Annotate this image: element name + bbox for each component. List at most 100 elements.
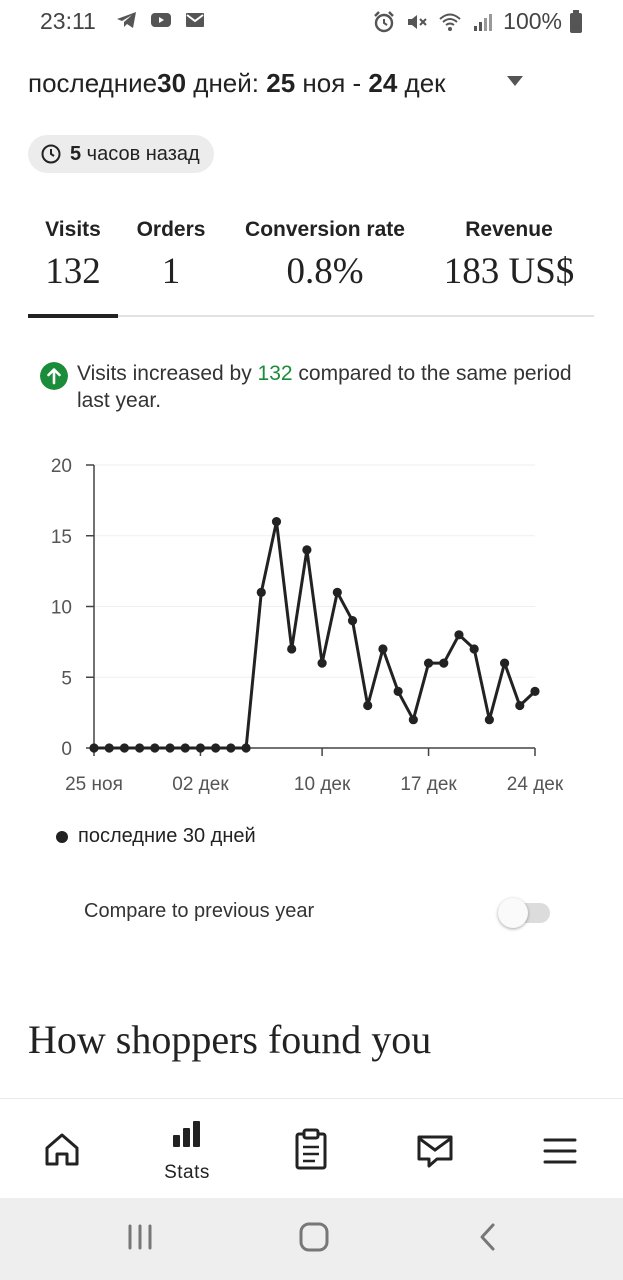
metric-label: Orders (136, 218, 206, 241)
orders-icon (295, 1128, 327, 1170)
visits-line-chart: 0 5 10 15 20 25 ноя 02 дек 10 дек 17 дек 24 дек (51, 456, 564, 795)
chart-legend: последние 30 дней (56, 825, 256, 848)
system-nav-bar (0, 1198, 623, 1280)
status-system-icons: 100% (371, 8, 583, 35)
status-notification-icons (114, 8, 208, 32)
last-updated-badge: 5 часов назад (28, 135, 214, 173)
mail-icon (186, 13, 204, 27)
date-range-middle: дней: (186, 68, 267, 98)
y-tick-label: 20 (51, 456, 72, 477)
data-point (423, 658, 434, 668)
data-point (332, 587, 342, 597)
chevron-down-icon[interactable] (507, 76, 523, 86)
visits-chart: 0 5 10 15 20 25 ноя 02 дек 10 дек 17 дек 24 дек (30, 445, 590, 805)
data-point (241, 743, 251, 753)
last-updated-text: часов назад (81, 142, 200, 165)
section-title: How shoppers found you (28, 1017, 432, 1062)
data-point (515, 700, 525, 711)
metric-label: Revenue (465, 218, 553, 241)
x-tick-label: 02 дек (172, 774, 229, 795)
clock-icon (41, 144, 61, 164)
data-point (317, 658, 327, 668)
y-tick-label: 5 (61, 668, 72, 689)
nav-orders[interactable] (266, 1099, 356, 1199)
tab-conversion-rate[interactable]: Conversion rate 0.8% (234, 218, 416, 293)
nav-label-stats: Stats (164, 1162, 210, 1183)
nav-messages[interactable] (390, 1099, 480, 1199)
menu-icon (543, 1138, 577, 1164)
status-bar: 23:11 100% (0, 0, 623, 44)
last-updated-number: 5 (70, 142, 82, 165)
data-point (271, 517, 282, 527)
legend-label: последние 30 дней (78, 825, 256, 847)
data-point (363, 700, 373, 711)
compare-toggle[interactable] (498, 898, 550, 928)
tab-visits[interactable]: Visits 132 (28, 218, 118, 293)
insight-text: Visits increased by 132 compared to the … (77, 360, 577, 414)
x-tick-label: 24 дек (507, 774, 564, 795)
metric-label: Conversion rate (245, 218, 405, 241)
nav-stats[interactable]: Stats (142, 1099, 232, 1199)
date-range-start-month: ноя - (295, 68, 369, 98)
status-time: 23:11 (40, 8, 96, 34)
compare-row: Compare to previous year (84, 896, 550, 930)
series-line (94, 520, 537, 750)
arrow-up-icon (40, 362, 68, 390)
x-tick-label: 17 дек (400, 774, 457, 795)
home-icon (45, 1133, 79, 1166)
data-point (150, 743, 160, 753)
data-point (135, 743, 145, 753)
x-tick-label: 10 дек (294, 774, 351, 795)
compare-label: Compare to previous year (84, 900, 315, 922)
insight-text-before: Visits increased by (77, 362, 258, 385)
active-tab-indicator (28, 314, 118, 318)
mute-icon (408, 14, 427, 29)
tab-orders[interactable]: Orders 1 (128, 218, 214, 293)
metric-value: 132 (45, 251, 101, 292)
data-point (195, 743, 206, 753)
data-point (119, 743, 130, 753)
nav-menu[interactable] (515, 1099, 605, 1199)
date-range-end-day: 24 (368, 68, 398, 98)
tab-revenue[interactable]: Revenue 183 US$ (434, 218, 584, 293)
x-tick-label: 25 ноя (65, 774, 123, 795)
y-tick-label: 0 (61, 739, 72, 760)
metric-value: 0.8% (286, 251, 364, 292)
insight-highlight: 132 (257, 362, 293, 385)
tabs-divider (28, 315, 594, 317)
home-button-icon[interactable] (298, 1220, 330, 1254)
alarm-icon (374, 10, 395, 32)
date-range-start-day: 25 (266, 68, 296, 98)
recent-apps-icon[interactable] (125, 1220, 155, 1254)
data-point (287, 644, 297, 654)
telegram-icon (117, 12, 136, 28)
battery-icon (570, 9, 582, 33)
data-point (256, 587, 266, 597)
y-tick-label: 15 (51, 527, 72, 548)
data-point (484, 715, 494, 725)
data-point (378, 644, 388, 654)
nav-home[interactable] (17, 1099, 107, 1199)
youtube-icon (151, 13, 171, 27)
data-point (165, 743, 175, 753)
data-point (226, 743, 236, 753)
toggle-thumb (498, 898, 528, 928)
data-point (211, 743, 221, 753)
battery-percent: 100% (503, 8, 562, 34)
legend-marker (56, 830, 68, 843)
data-point (439, 658, 449, 668)
wifi-icon (439, 13, 461, 31)
metric-value: 183 US$ (443, 251, 575, 292)
data-point (393, 686, 403, 696)
date-range-days: 30 (157, 68, 187, 98)
insight-text-after: compared to the same period last year. (77, 362, 578, 412)
data-point (408, 715, 418, 725)
date-range-selector[interactable]: последние 30 дней: 25 ноя - 24 дек (28, 68, 446, 99)
bottom-nav: Stats (0, 1098, 623, 1198)
back-icon[interactable] (476, 1220, 500, 1254)
data-point (104, 743, 114, 753)
date-range-prefix: последние (28, 68, 158, 98)
data-point (302, 545, 312, 555)
data-point (454, 630, 464, 640)
data-point (347, 616, 358, 626)
